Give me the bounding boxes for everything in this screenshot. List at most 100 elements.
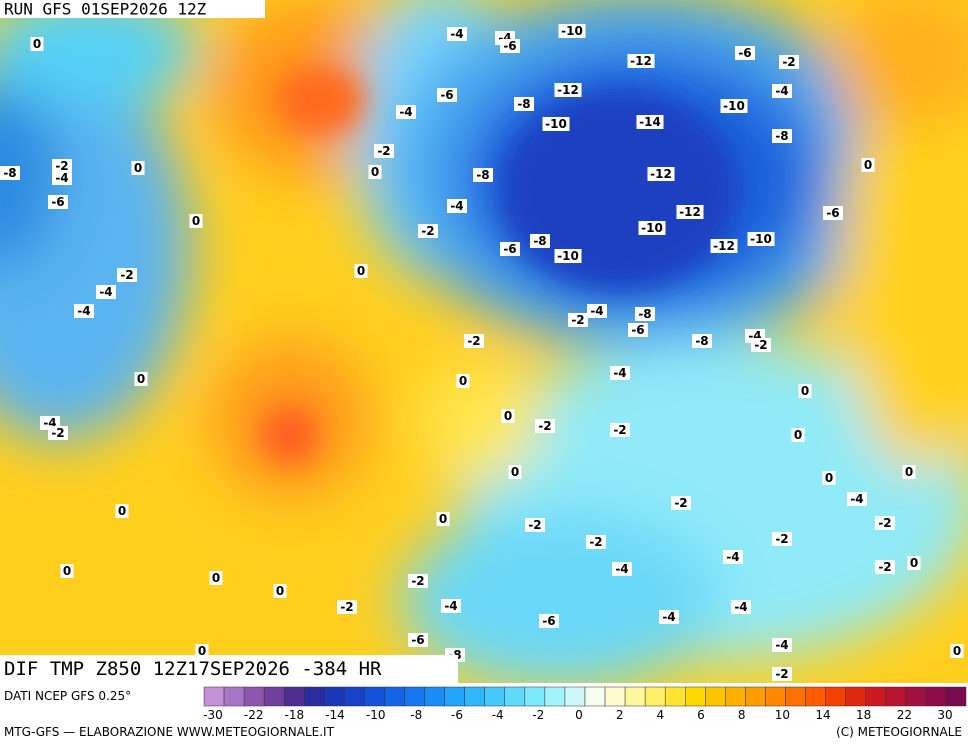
colorbar-tick-label: -4 xyxy=(492,708,504,722)
label-box xyxy=(74,304,94,318)
label-box xyxy=(772,84,792,98)
label-box xyxy=(798,384,812,398)
source-label: DATI NCEP GFS 0.25° xyxy=(4,689,131,703)
label-box xyxy=(823,206,843,220)
contour-label: 0 xyxy=(801,384,809,398)
contour-label: -12 xyxy=(679,205,701,219)
contour-label: 0 xyxy=(864,158,872,172)
label-box xyxy=(396,105,416,119)
label-box xyxy=(554,83,582,97)
colorbar-swatch xyxy=(444,686,465,707)
label-box xyxy=(131,161,145,175)
label-box xyxy=(902,465,916,479)
contour-label: -4 xyxy=(775,638,788,652)
contour-label: 0 xyxy=(212,571,220,585)
colorbar-swatch xyxy=(484,686,506,707)
contour-label: 0 xyxy=(504,409,512,423)
colorbar-swatch xyxy=(344,686,365,707)
label-box xyxy=(60,564,74,578)
contour-label: -8 xyxy=(775,129,788,143)
contour-label: -2 xyxy=(467,334,480,348)
contour-label: -2 xyxy=(613,423,626,437)
contour-label: -8 xyxy=(533,234,546,248)
label-box xyxy=(447,27,467,41)
colorbar-swatch xyxy=(905,686,927,707)
colorbar-swatch xyxy=(203,686,225,707)
label-box xyxy=(847,492,867,506)
colorbar-swatch xyxy=(845,686,866,707)
label-box xyxy=(907,556,921,570)
contour-label: 0 xyxy=(825,471,833,485)
label-box xyxy=(408,633,428,647)
colorbar-swatch xyxy=(825,686,846,707)
colorbar-swatch xyxy=(263,686,285,707)
contour-label: -2 xyxy=(411,574,424,588)
label-box xyxy=(772,638,792,652)
contour-label: -10 xyxy=(641,221,663,235)
contour-label: -6 xyxy=(826,206,839,220)
colorbar-swatch xyxy=(464,686,485,707)
colorbar: -30 -22 -18 -14 -10 -8 -6 -4 -2 0 2 4 6 8 10 14 18 22 30 xyxy=(203,686,967,722)
colorbar-tick-label: 30 xyxy=(937,708,952,722)
label-box xyxy=(134,372,148,386)
contour-label: -4 xyxy=(399,105,412,119)
label-box xyxy=(731,600,751,614)
label-box xyxy=(875,560,895,574)
label-box xyxy=(508,465,522,479)
label-box xyxy=(554,249,582,263)
contour-label: -4 xyxy=(662,610,675,624)
colorbar-swatch xyxy=(243,686,265,707)
contour-label: 0 xyxy=(137,372,145,386)
label-box xyxy=(117,268,137,282)
colorbar-tick-label: 6 xyxy=(697,708,705,722)
label-box xyxy=(627,54,655,68)
label-box xyxy=(772,667,792,681)
contour-label: 0 xyxy=(134,161,142,175)
colorbar-swatch xyxy=(223,686,245,707)
contour-label: 0 xyxy=(63,564,71,578)
label-box xyxy=(473,168,493,182)
contour-label: -6 xyxy=(440,88,453,102)
contour-label: -2 xyxy=(782,55,795,69)
contour-label: -8 xyxy=(517,97,530,111)
label-box xyxy=(48,426,68,440)
contour-label: -2 xyxy=(571,313,584,327)
colorbar-tick-label: 4 xyxy=(657,708,665,722)
label-box xyxy=(720,99,748,113)
colorbar-swatch xyxy=(885,686,907,707)
label-box xyxy=(636,115,664,129)
label-box xyxy=(441,599,461,613)
colorbar-swatch xyxy=(604,686,626,707)
contour-label: -6 xyxy=(738,46,751,60)
contour-label: -4 xyxy=(613,366,626,380)
contour-label: 0 xyxy=(33,37,41,51)
colorbar-tick-label: -22 xyxy=(244,708,264,722)
contour-label: -2 xyxy=(377,144,390,158)
colorbar-tick-label: 22 xyxy=(897,708,912,722)
colorbar-swatch xyxy=(685,686,706,707)
label-box xyxy=(52,159,72,173)
label-box xyxy=(875,516,895,530)
contour-label: -12 xyxy=(650,167,672,181)
contour-label: 0 xyxy=(118,504,126,518)
contour-label: 0 xyxy=(357,264,365,278)
contour-label: 0 xyxy=(794,428,802,442)
colorbar-tick-label: -14 xyxy=(325,708,345,722)
label-box xyxy=(500,39,520,53)
label-box xyxy=(418,224,438,238)
label-box xyxy=(822,471,836,485)
contour-label: 0 xyxy=(192,214,200,228)
label-box xyxy=(628,323,648,337)
contour-label: 0 xyxy=(371,165,379,179)
contour-label: -6 xyxy=(503,242,516,256)
colorbar-swatch xyxy=(424,686,445,707)
footer-left: MTG-GFS — ELABORAZIONE WWW.METEOGIORNALE… xyxy=(4,725,335,739)
contour-label: -10 xyxy=(545,117,567,131)
colorbar-swatch xyxy=(624,686,646,707)
label-box xyxy=(586,535,606,549)
colorbar-swatch xyxy=(765,686,786,707)
contour-label: -4 xyxy=(734,600,747,614)
colorbar-tick-label: 8 xyxy=(738,708,746,722)
map-field xyxy=(0,0,968,683)
contour-label: -4 xyxy=(77,304,90,318)
